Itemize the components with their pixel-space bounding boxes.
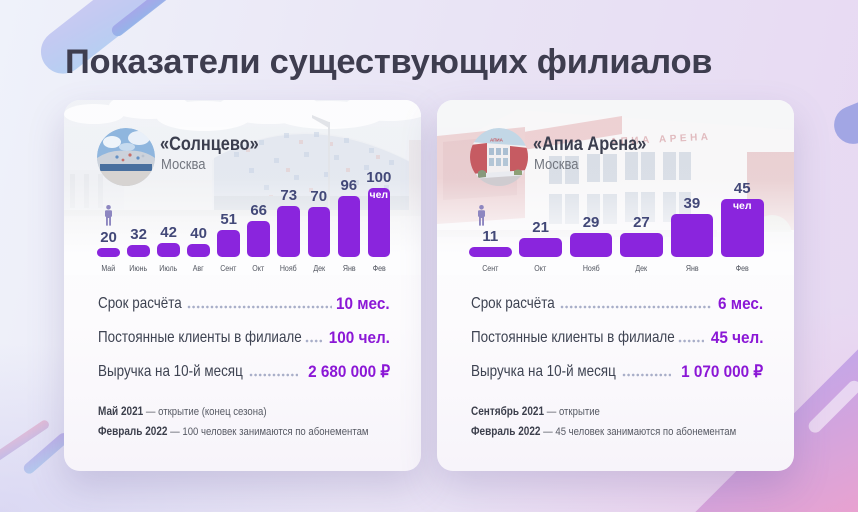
svg-text:АПИА: АПИА: [490, 138, 504, 143]
